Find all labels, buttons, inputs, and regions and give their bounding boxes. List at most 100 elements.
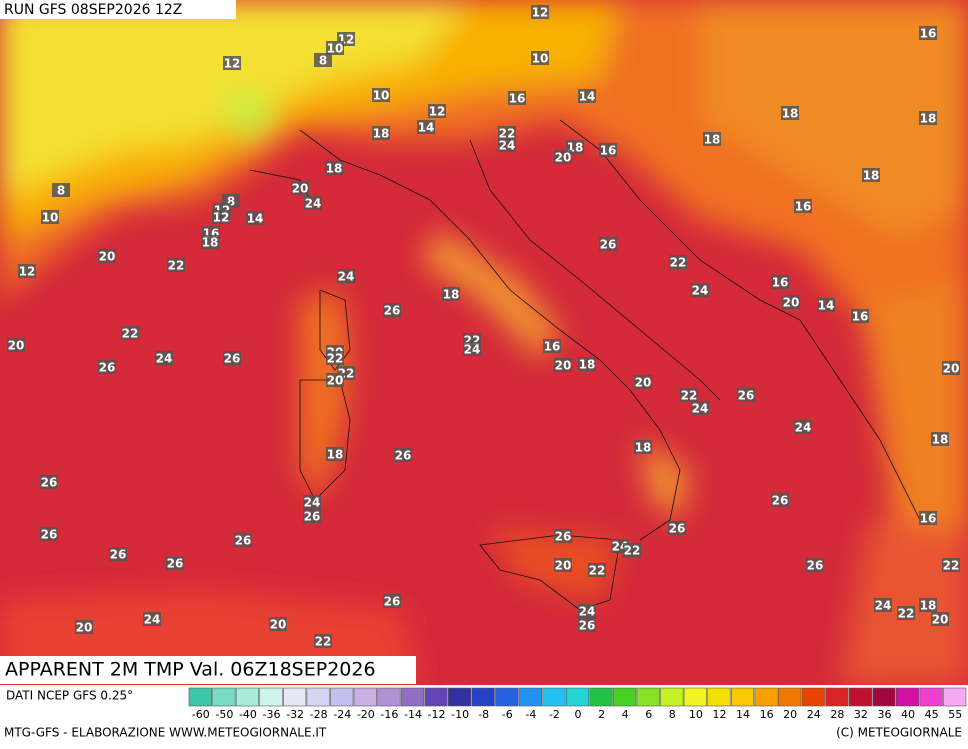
colorbar-label: 32 xyxy=(854,708,868,721)
label-box xyxy=(246,211,264,225)
run-label: RUN GFS 08SEP2026 12Z xyxy=(4,2,182,18)
temp-label: 20 xyxy=(555,151,572,165)
header-box xyxy=(0,0,236,19)
colorbar-label: 14 xyxy=(736,708,750,721)
colorbar-label: 12 xyxy=(712,708,726,721)
temp-label: 26 xyxy=(235,534,252,548)
color-swatch xyxy=(448,687,472,707)
temp-label: 24 xyxy=(692,402,709,416)
temp-label: 18 xyxy=(326,162,343,176)
label-box xyxy=(326,447,344,461)
label-box xyxy=(40,475,58,489)
copyright-text: (C) METEOGIORNALE xyxy=(836,726,962,740)
label-box xyxy=(223,56,241,70)
label-box xyxy=(325,161,343,175)
label-box xyxy=(669,255,687,269)
temp-label: 18 xyxy=(579,358,596,372)
temp-label: 24 xyxy=(795,421,812,435)
label-box xyxy=(588,563,606,577)
label-box xyxy=(531,51,549,65)
temp-label: 18 xyxy=(920,112,937,126)
color-swatch xyxy=(636,687,660,707)
label-box xyxy=(314,634,332,648)
color-swatch xyxy=(825,687,849,707)
color-swatch xyxy=(471,687,495,707)
color-swatch xyxy=(801,687,825,707)
color-swatch xyxy=(707,687,731,707)
temp-label: 18 xyxy=(202,236,219,250)
label-box xyxy=(167,258,185,272)
label-box xyxy=(212,210,230,224)
color-swatch xyxy=(283,687,307,707)
temp-label: 20 xyxy=(292,182,309,196)
label-box xyxy=(794,420,812,434)
temp-label: 26 xyxy=(384,304,401,318)
temp-label: 26 xyxy=(395,449,412,463)
temp-label: 12 xyxy=(224,57,241,71)
temp-label: 22 xyxy=(499,127,516,141)
temp-label: 16 xyxy=(920,512,937,526)
color-swatch xyxy=(377,687,401,707)
label-box xyxy=(599,143,617,157)
label-box xyxy=(531,5,549,19)
label-box xyxy=(428,104,446,118)
temp-label: 10 xyxy=(373,89,390,103)
color-swatch xyxy=(400,687,425,707)
label-box xyxy=(817,298,835,312)
label-box xyxy=(52,183,70,197)
label-box xyxy=(919,26,937,40)
color-swatch xyxy=(895,687,920,707)
label-box xyxy=(851,309,869,323)
label-box xyxy=(269,617,287,631)
colorbar-label: 55 xyxy=(948,708,962,721)
temp-label: 22 xyxy=(122,327,139,341)
label-box xyxy=(554,529,572,543)
temp-label: 18 xyxy=(932,433,949,447)
label-box xyxy=(498,126,516,140)
temp-label: 16 xyxy=(600,144,617,158)
temp-label: 20 xyxy=(555,559,572,573)
temp-label: 18 xyxy=(635,441,652,455)
label-box xyxy=(223,351,241,365)
color-swatch xyxy=(259,687,283,707)
credit-text: MTG-GFS - ELABORAZIONE WWW.METEOGIORNALE… xyxy=(4,726,327,740)
label-box xyxy=(781,106,799,120)
temp-label: 20 xyxy=(635,376,652,390)
colorbar-label: 20 xyxy=(783,708,797,721)
colorbar-label: -2 xyxy=(549,708,560,721)
label-box xyxy=(634,440,652,454)
colorbar-label: -32 xyxy=(286,708,304,721)
label-box xyxy=(508,91,526,105)
temp-label: 22 xyxy=(168,259,185,273)
colorbar-label: 0 xyxy=(575,708,582,721)
label-box xyxy=(166,556,184,570)
temp-label: 12 xyxy=(532,6,549,20)
temp-label: 22 xyxy=(315,635,332,649)
temp-label: 22 xyxy=(943,559,960,573)
map-field xyxy=(0,0,968,685)
temp-label: 24 xyxy=(144,613,161,627)
color-swatch xyxy=(542,687,566,707)
label-box xyxy=(691,283,709,297)
label-box xyxy=(737,388,755,402)
label-box xyxy=(109,547,127,561)
colorbar-label: -28 xyxy=(310,708,328,721)
label-box xyxy=(326,373,344,387)
color-swatch xyxy=(353,687,377,707)
temp-label: 8 xyxy=(57,184,65,198)
temp-label: 24 xyxy=(464,343,481,357)
temp-label: 26 xyxy=(600,238,617,252)
temp-label: 24 xyxy=(304,496,321,510)
temp-label: 20 xyxy=(783,296,800,310)
temp-label: 22 xyxy=(589,564,606,578)
label-box xyxy=(417,120,435,134)
temp-label: 16 xyxy=(544,340,561,354)
temp-label: 18 xyxy=(782,107,799,121)
temp-label: 8 xyxy=(227,195,235,209)
color-swatch xyxy=(330,687,354,707)
temp-label: 24 xyxy=(305,197,322,211)
color-swatch xyxy=(919,687,943,707)
label-box xyxy=(806,558,824,572)
color-swatch xyxy=(730,687,755,707)
label-box xyxy=(372,126,390,140)
